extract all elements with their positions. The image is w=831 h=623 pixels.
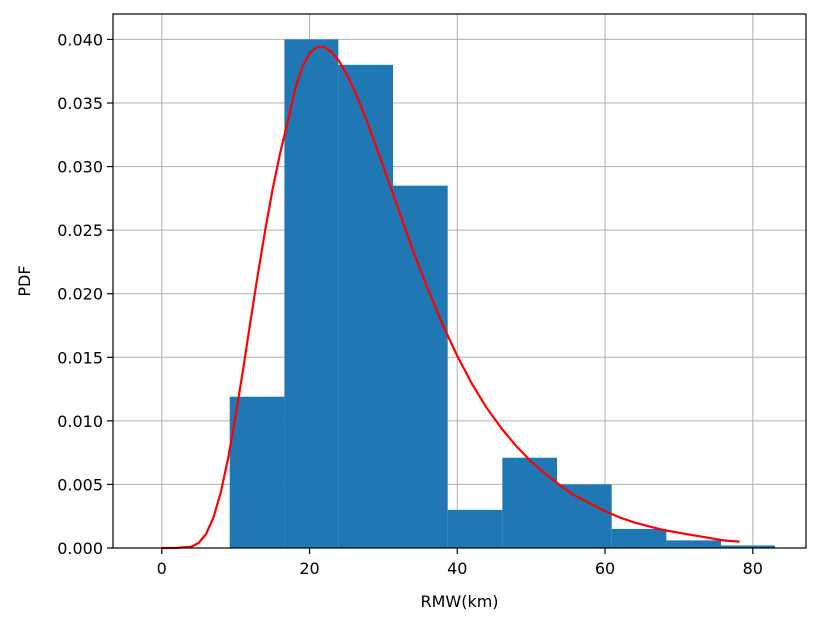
histogram-bar [284,39,339,549]
x-axis-label: RMW(km) [420,592,498,611]
histogram-bar [447,509,503,548]
y-tick-label: 0.030 [57,158,103,177]
y-axis-ticks: 0.000 0.005 0.010 0.015 0.020 0.025 0.030 0.035… [57,30,113,558]
plot-frame [112,13,807,549]
y-tick-label: 0.020 [57,285,103,304]
histogram-bar [502,457,558,548]
histogram-bar [338,64,394,548]
x-tick-label: 0 [157,559,167,578]
histogram-bar [557,484,612,548]
x-tick-label: 80 [743,559,763,578]
y-tick-label: 0.040 [57,30,103,49]
y-tick-label: 0.000 [57,539,103,558]
histogram-bar [393,185,448,548]
histogram-bar [666,540,722,548]
y-axis-label: PDF [15,265,34,296]
x-axis-ticks: 0 20 40 60 80 [157,548,763,578]
x-tick-label: 20 [299,559,319,578]
histogram-bars [229,39,775,549]
histogram-bar [229,396,285,548]
grid [113,14,806,549]
y-tick-label: 0.025 [57,221,103,240]
x-tick-label: 40 [447,559,467,578]
histogram-bar [611,528,667,548]
y-tick-label: 0.005 [57,475,103,494]
pdf-curve [161,45,740,550]
plot-area [113,14,806,548]
x-tick-label: 60 [595,559,615,578]
y-tick-label: 0.010 [57,412,103,431]
histogram-bar [721,545,775,548]
pdf-curve-group [161,45,740,550]
y-tick-label: 0.015 [57,348,103,367]
y-tick-label: 0.035 [57,94,103,113]
